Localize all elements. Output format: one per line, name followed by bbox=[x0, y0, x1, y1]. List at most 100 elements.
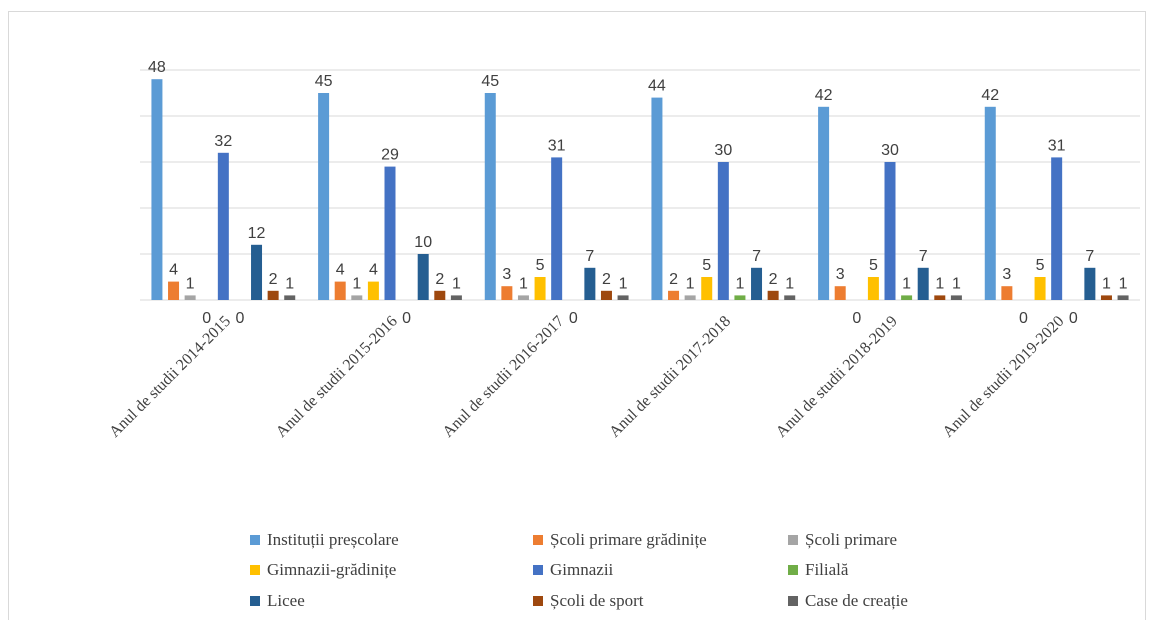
bar-case-de-creatie bbox=[950, 295, 962, 300]
legend-label: Școli primare grădinițe bbox=[550, 530, 707, 549]
legend-swatch bbox=[250, 535, 260, 545]
data-label: 44 bbox=[648, 78, 666, 95]
data-label: 31 bbox=[548, 137, 566, 154]
data-label: 7 bbox=[919, 248, 928, 265]
legend-label: Instituții preșcolare bbox=[267, 530, 399, 549]
category-label: Anul de studii 2014-2015 bbox=[106, 313, 234, 441]
bar-case-de-creatie bbox=[784, 295, 796, 300]
bar-licee bbox=[417, 254, 429, 300]
data-label: 1 bbox=[619, 275, 628, 292]
data-label: 1 bbox=[902, 275, 911, 292]
bar-licee bbox=[917, 267, 929, 300]
bar-scoli-de-sport bbox=[767, 290, 779, 300]
bar-scoli-primare-gradinite bbox=[501, 286, 513, 300]
bar-gimnazii-gradinite bbox=[534, 277, 546, 300]
category-label: Anul de studii 2018-2019 bbox=[773, 313, 901, 441]
data-label: 4 bbox=[169, 262, 178, 279]
bar-gimnazii bbox=[1051, 157, 1063, 300]
legend-item-case-de-creatie: Case de creație bbox=[788, 591, 908, 610]
bar-gimnazii bbox=[384, 166, 396, 300]
legend-label: Școli de sport bbox=[550, 591, 644, 610]
bar-case-de-creatie bbox=[617, 295, 629, 300]
bar-scoli-de-sport bbox=[434, 290, 446, 300]
legend-item-licee: Licee bbox=[250, 591, 305, 610]
data-label: 2 bbox=[269, 271, 278, 288]
legend-item-scoli-de-sport: Școli de sport bbox=[533, 591, 644, 610]
bar-gimnazii-gradinite bbox=[1034, 277, 1046, 300]
bar-gimnazii bbox=[217, 152, 229, 300]
bar-licee bbox=[1084, 267, 1096, 300]
data-label: 5 bbox=[702, 257, 711, 274]
data-label: 3 bbox=[502, 266, 511, 283]
data-label: 10 bbox=[414, 234, 432, 251]
data-label: 1 bbox=[935, 275, 944, 292]
data-label: 4 bbox=[369, 262, 378, 279]
legend-swatch bbox=[533, 565, 543, 575]
data-label: 1 bbox=[285, 275, 294, 292]
data-label: 0 bbox=[1069, 310, 1078, 327]
bar-gimnazii-gradinite bbox=[867, 277, 879, 300]
legend-label: Gimnazii-grădinițe bbox=[267, 560, 396, 579]
data-label: 1 bbox=[1119, 275, 1128, 292]
data-label: 1 bbox=[186, 275, 195, 292]
bar-scoli-primare-gradinite bbox=[668, 290, 680, 300]
bar-scoli-de-sport bbox=[267, 290, 279, 300]
bar-gimnazii bbox=[884, 162, 896, 300]
legend-label: Gimnazii bbox=[550, 560, 614, 579]
data-label: 0 bbox=[569, 310, 578, 327]
bar-scoli-primare-gradinite bbox=[834, 286, 846, 300]
data-label: 1 bbox=[952, 275, 961, 292]
bar-licee bbox=[751, 267, 763, 300]
data-label: 3 bbox=[1002, 266, 1011, 283]
data-label: 1 bbox=[519, 275, 528, 292]
data-label: 48 bbox=[148, 59, 166, 76]
data-label: 3 bbox=[836, 266, 845, 283]
bar-case-de-creatie bbox=[284, 295, 296, 300]
bar-gimnazii bbox=[717, 162, 729, 300]
data-label: 0 bbox=[402, 310, 411, 327]
category-label: Anul de studii 2015-2016 bbox=[273, 313, 401, 441]
data-label: 32 bbox=[214, 133, 232, 150]
bar-scoli-primare bbox=[684, 295, 696, 300]
data-label: 1 bbox=[452, 275, 461, 292]
bar-licee bbox=[251, 244, 263, 300]
legend-item-gimnazii: Gimnazii bbox=[533, 560, 614, 579]
bar-scoli-primare-gradinite bbox=[334, 281, 346, 300]
bars bbox=[151, 79, 1129, 300]
data-label: 31 bbox=[1048, 137, 1066, 154]
category-label: Anul de studii 2016-2017 bbox=[440, 313, 568, 441]
bar-case-de-creatie bbox=[450, 295, 462, 300]
legend-item-institutii-prescolare: Instituții preșcolare bbox=[250, 530, 399, 549]
bar-licee bbox=[584, 267, 596, 300]
data-label: 0 bbox=[235, 310, 244, 327]
data-label: 7 bbox=[585, 248, 594, 265]
bar-gimnazii-gradinite bbox=[367, 281, 379, 300]
data-label: 1 bbox=[735, 275, 744, 292]
bar-institutii-prescolare bbox=[484, 93, 496, 300]
gridlines bbox=[140, 69, 1140, 301]
legend-swatch bbox=[788, 535, 798, 545]
bar-scoli-primare bbox=[351, 295, 363, 300]
bar-scoli-primare-gradinite bbox=[1001, 286, 1013, 300]
data-label: 2 bbox=[435, 271, 444, 288]
legend-item-gimnazii-gradinite: Gimnazii-grădinițe bbox=[250, 560, 396, 579]
data-label: 42 bbox=[815, 87, 833, 104]
legend-item-filiala: Filială bbox=[788, 560, 849, 579]
legend-label: Școli primare bbox=[805, 530, 897, 549]
data-label: 45 bbox=[481, 73, 499, 90]
data-label: 2 bbox=[669, 271, 678, 288]
data-label: 4 bbox=[336, 262, 345, 279]
legend-swatch bbox=[250, 596, 260, 606]
data-label: 2 bbox=[602, 271, 611, 288]
bar-institutii-prescolare bbox=[151, 79, 163, 300]
data-label: 7 bbox=[752, 248, 761, 265]
bar-scoli-primare bbox=[184, 295, 196, 300]
bar-gimnazii bbox=[551, 157, 563, 300]
bar-gimnazii-gradinite bbox=[701, 277, 713, 300]
bar-case-de-creatie bbox=[1117, 295, 1129, 300]
data-label: 30 bbox=[881, 142, 899, 159]
data-label: 7 bbox=[1085, 248, 1094, 265]
